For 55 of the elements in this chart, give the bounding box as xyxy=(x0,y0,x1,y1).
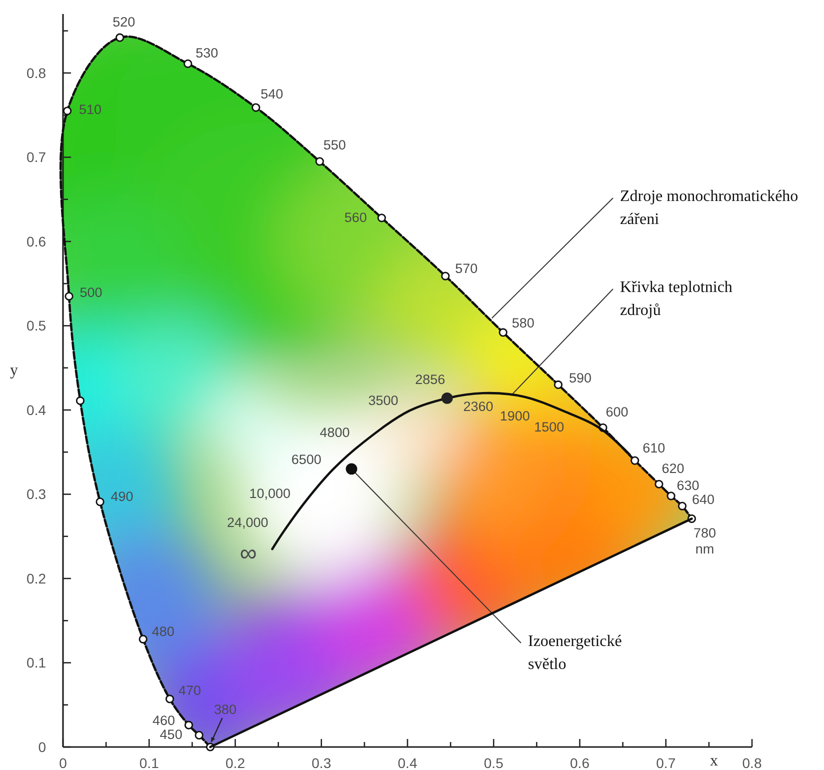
y-tick-label: 0.3 xyxy=(26,486,46,502)
annotation: 630 xyxy=(676,477,700,492)
x-tick-label: 0.5 xyxy=(484,755,504,770)
annotation: 6500 xyxy=(291,451,322,466)
annotation: 1500 xyxy=(534,419,564,434)
annotation: 640 xyxy=(692,492,715,507)
annotation: 510 xyxy=(79,101,102,116)
annotation: 380 xyxy=(214,702,237,716)
annotation: 450 xyxy=(160,726,182,742)
y-tick-label: 0.7 xyxy=(26,149,46,166)
annotation: 560 xyxy=(344,209,367,224)
annotation: 570 xyxy=(455,260,478,276)
annotation: 620 xyxy=(662,460,684,476)
x-tick-label: 0.8 xyxy=(742,755,762,770)
annotation: 2856 xyxy=(415,372,446,387)
annotation: 1900 xyxy=(500,408,530,424)
y-tick-label: 0 xyxy=(38,739,46,755)
annotation: 470 xyxy=(178,682,202,698)
annotation: Izoenergetické světlo xyxy=(528,632,622,672)
annotation: 500 xyxy=(80,284,102,300)
annotation: 24,000 xyxy=(226,514,268,530)
annotation: 460 xyxy=(152,712,176,728)
y-tick-label: 0.1 xyxy=(26,654,46,671)
y-tick-label: 0.4 xyxy=(26,402,46,418)
annotation: 530 xyxy=(196,45,218,60)
annotation: Zdroje monochromatického zářeni xyxy=(620,188,798,228)
y-tick-label: 0.6 xyxy=(26,233,46,250)
annotation: 600 xyxy=(606,404,628,420)
x-tick-label: 0 xyxy=(59,755,68,770)
x-tick-label: 0.1 xyxy=(139,755,160,770)
annotation: 3500 xyxy=(368,392,398,408)
annotation: 490 xyxy=(110,488,134,504)
y-tick-label: 0.2 xyxy=(26,570,46,586)
x-tick-label: 0.7 xyxy=(656,755,676,770)
annotation: 550 xyxy=(323,136,346,152)
x-tick-label: 0.2 xyxy=(226,755,246,770)
annotation: 10,000 xyxy=(249,485,291,500)
annotation: 590 xyxy=(568,370,592,386)
x-tick-label: 0.6 xyxy=(570,755,590,770)
y-tick-label: 0.8 xyxy=(26,64,46,81)
annotation: 2360 xyxy=(463,398,494,414)
annotation: 780 nm xyxy=(693,525,716,556)
annotation: 4800 xyxy=(320,424,350,440)
annotation: ∞ xyxy=(240,540,257,567)
annotation: 610 xyxy=(642,440,666,456)
annotation: 480 xyxy=(152,624,174,639)
y-tick-label: 0.5 xyxy=(26,318,46,334)
annotation: 540 xyxy=(260,86,284,102)
annotation: 580 xyxy=(512,314,534,330)
annotation: 520 xyxy=(112,14,136,30)
x-axis-title: x xyxy=(710,752,718,770)
x-tick-label: 0.4 xyxy=(398,755,418,770)
y-axis-title: y xyxy=(10,362,18,379)
annotation: Křivka teplotnich zdrojů xyxy=(620,278,732,318)
x-tick-label: 0.3 xyxy=(312,755,332,770)
